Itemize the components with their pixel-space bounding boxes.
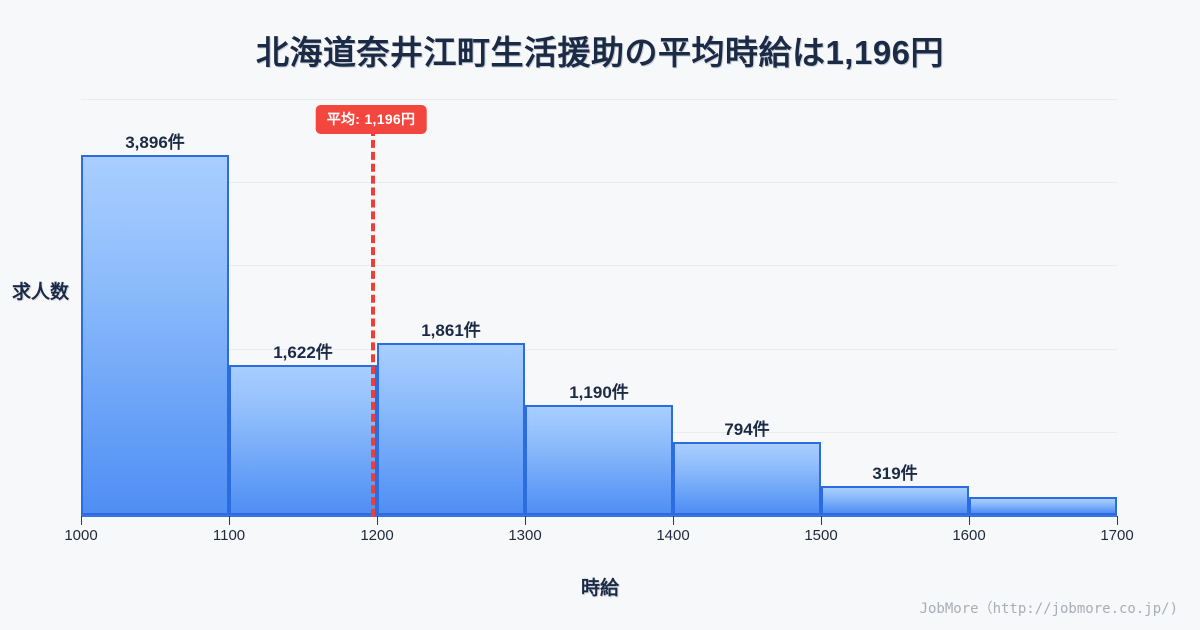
x-tick-label: 1300 (508, 527, 542, 544)
x-axis-title: 時給 (580, 578, 619, 599)
average-line (371, 128, 375, 517)
histogram-bar[interactable] (821, 486, 969, 515)
bar-value-label: 1,622件 (273, 343, 333, 362)
x-tick (821, 516, 822, 525)
bar-value-label: 3,896件 (125, 133, 185, 152)
bar-value-label: 1,861件 (421, 321, 481, 340)
histogram-bar[interactable] (81, 155, 229, 515)
x-tick-label: 1000 (64, 527, 98, 544)
gridline (81, 182, 1117, 183)
x-tick (1117, 516, 1118, 525)
histogram-bar[interactable] (377, 343, 525, 515)
x-tick-label: 1200 (360, 527, 394, 544)
average-badge: 平均: 1,196円 (315, 105, 427, 134)
x-tick-label: 1500 (804, 527, 838, 544)
x-tick (525, 516, 526, 525)
y-axis-title: 求人数 (12, 282, 70, 303)
histogram-bar[interactable] (673, 442, 821, 515)
footer-credit: JobMore（http://jobmore.co.jp/) (919, 601, 1178, 617)
x-tick-label: 1100 (212, 527, 246, 544)
x-tick (969, 516, 970, 525)
x-tick (673, 516, 674, 525)
x-tick (229, 516, 230, 525)
gridline (81, 265, 1117, 266)
x-tick (377, 516, 378, 525)
histogram-bar[interactable] (969, 497, 1117, 515)
x-tick-label: 1600 (952, 527, 986, 544)
x-tick-label: 1700 (1100, 527, 1134, 544)
gridline (81, 99, 1117, 100)
page-title: 北海道奈井江町生活援助の平均時給は1,196円 (255, 34, 945, 71)
histogram-bar[interactable] (229, 365, 377, 515)
histogram-bar[interactable] (525, 405, 673, 515)
bar-value-label: 794件 (724, 420, 770, 439)
gridline (81, 349, 1117, 350)
bar-value-label: 1,190件 (569, 383, 629, 402)
x-tick-label: 1400 (656, 527, 690, 544)
x-axis-line (81, 515, 1117, 517)
x-tick (81, 516, 82, 525)
bar-value-label: 319件 (872, 464, 918, 483)
